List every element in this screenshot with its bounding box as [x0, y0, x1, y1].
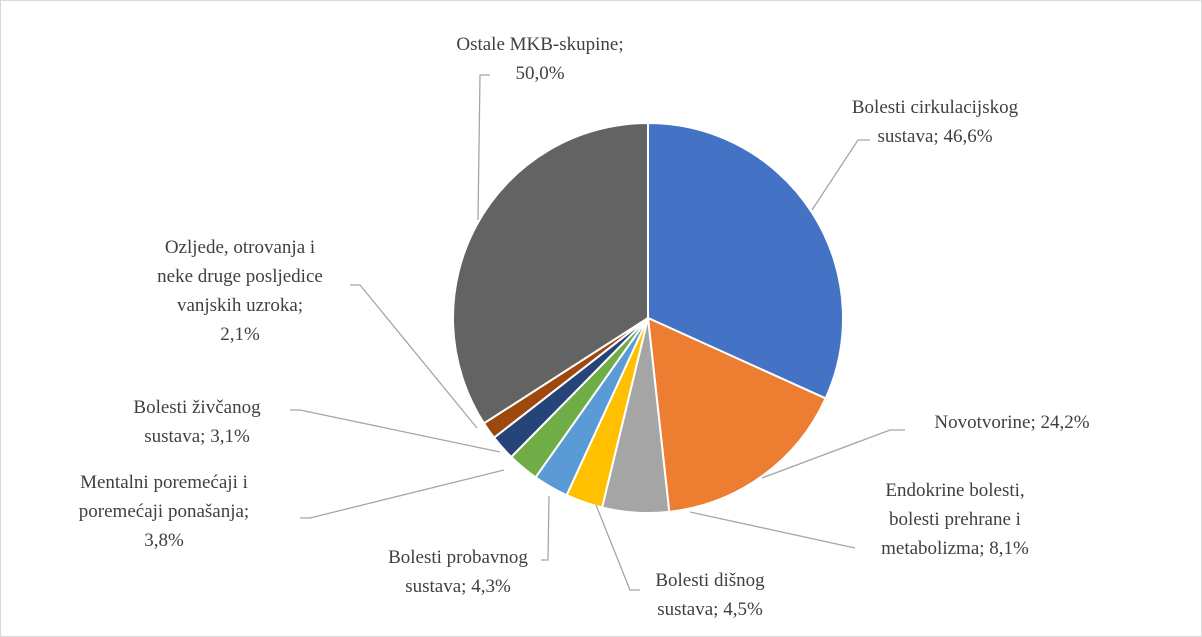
data-label: Novotvorine; 24,2% — [892, 408, 1132, 437]
value-label: 4,3% — [471, 576, 511, 597]
value-label: 2,1% — [220, 324, 260, 345]
value-label: 50,0% — [515, 63, 565, 84]
data-label: Mentalni poremećaji i poremećaji ponašan… — [72, 468, 257, 555]
leader-line — [300, 469, 505, 519]
data-label: Bolesti cirkulacijskog sustava; 46,6% — [830, 93, 1040, 151]
leader-line — [350, 284, 478, 429]
value-label: 3,8% — [144, 530, 184, 551]
category-label: Novotvorine; — [934, 412, 1036, 433]
category-label: Bolesti probavnog sustava; — [388, 547, 528, 597]
value-label: 4,5% — [723, 599, 763, 620]
data-label: Bolesti dišnog sustava; 4,5% — [635, 566, 785, 624]
category-label: Mentalni poremećaji i poremećaji ponašan… — [78, 472, 250, 522]
leader-line — [761, 429, 905, 479]
category-label: Endokrine bolesti, bolesti prehrane i me… — [881, 480, 1025, 559]
value-label: 46,6% — [943, 126, 993, 147]
pie-slice — [646, 316, 827, 513]
category-label: Bolesti dišnog sustava; — [655, 570, 765, 620]
category-label: Ozljede, otrovanja i neke druge posljedi… — [157, 237, 323, 316]
value-label: 3,1% — [210, 426, 250, 447]
category-label: Bolesti cirkulacijskog sustava; — [851, 97, 1019, 147]
data-label: Bolesti probavnog sustava; 4,3% — [373, 543, 543, 601]
category-label: Ostale MKB-skupine; — [456, 34, 624, 55]
data-label: Ozljede, otrovanja i neke druge posljedi… — [145, 233, 335, 349]
leader-line — [689, 511, 856, 549]
data-label: Bolesti živčanog sustava; 3,1% — [117, 393, 277, 451]
value-label: 8,1% — [989, 538, 1029, 559]
pie-slice — [452, 121, 649, 425]
leader-line — [811, 139, 870, 211]
leader-line — [541, 495, 550, 561]
leader-line — [595, 504, 640, 591]
leader-line — [477, 74, 490, 221]
leader-line — [290, 409, 501, 453]
pie-slice — [647, 121, 844, 400]
data-label: Endokrine bolesti, bolesti prehrane i me… — [863, 476, 1048, 563]
value-label: 24,2% — [1040, 412, 1090, 433]
data-label: Ostale MKB-skupine; 50,0% — [430, 30, 650, 88]
category-label: Bolesti živčanog sustava; — [133, 397, 261, 447]
